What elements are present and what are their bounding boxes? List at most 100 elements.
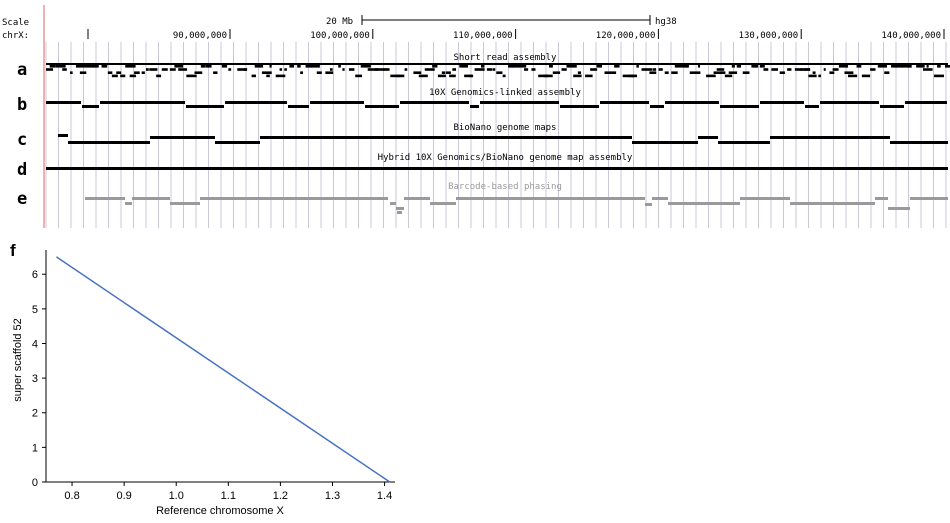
panel-letter-f: f [10,241,16,260]
scaffold [665,101,719,104]
contig [751,65,757,68]
phase-block [397,211,402,214]
contig [145,68,149,71]
y-axis-label: super scaffold 52 [12,318,24,402]
track-title: 10X Genomics-linked assembly [429,88,581,98]
contig [698,65,701,68]
contig [355,74,362,78]
contig [111,74,118,78]
contig [900,65,912,68]
contig [92,65,99,68]
contig [832,68,839,71]
phase-block [875,197,888,200]
scaffold [720,105,759,108]
contig [213,71,218,74]
phase-block [85,197,125,200]
contig [787,68,792,71]
contig [221,65,228,68]
contig [847,74,858,78]
plot-svg: f 0.8 0.9 1.0 1.1 1.2 1.3 1.4 0 1 2 3 4 5 6 Reference… [10,241,395,517]
contig [254,65,264,68]
phase-block [125,202,132,205]
contig [62,68,67,71]
contig [829,71,835,74]
contig [396,74,405,78]
contig [69,71,73,74]
contig [338,65,341,68]
contig [116,71,122,74]
contig [390,74,401,78]
tracks: a Short read assembly b 10X Genomics-linked… [17,53,950,214]
contig [243,68,247,71]
scaffold [225,101,287,104]
scaffold [288,105,309,108]
track-title: Barcode-based phasing [448,182,562,192]
contig [178,68,188,71]
contig [716,68,725,71]
contig [492,68,496,71]
contig [449,74,456,78]
axis-tick-label: 120,000,000 [596,31,656,41]
assembly-label: hg38 [655,17,677,27]
y-tick-label: 1 [32,442,38,454]
contig [480,65,485,68]
phase-block [668,202,740,205]
plot-axes: 0.8 0.9 1.0 1.1 1.2 1.3 1.4 0 1 2 3 4 5 6 [32,250,395,502]
contig [884,71,890,74]
contig [590,68,598,71]
contig [279,68,283,71]
contig [754,65,759,68]
x-tick-label: 0.9 [116,490,131,502]
contig [628,74,635,78]
contig [251,74,256,78]
contig [896,65,904,68]
contig [724,74,733,78]
scaffold [805,105,819,108]
y-tick-label: 2 [32,408,38,420]
track-letter: a [17,60,27,80]
x-axis-label: Reference chromosome X [156,505,284,517]
contig [107,71,113,74]
phase-block [170,202,200,205]
contig [566,65,577,68]
axis-tick-label: 110,000,000 [453,31,513,41]
y-tick-label: 4 [32,338,38,350]
contig [446,71,451,74]
contig [200,65,206,68]
contig [269,65,272,68]
genome-map [58,134,68,137]
contig [266,74,270,78]
contig [771,68,779,71]
scaffold-alignment-plot: f 0.8 0.9 1.0 1.1 1.2 1.3 1.4 0 1 2 3 4 5 6 Reference… [0,236,420,519]
scale-bar-text: 20 Mb [326,17,353,27]
contig [641,68,653,71]
x-tick-label: 1.3 [325,490,340,502]
genome-map [150,136,215,139]
series-line [55,256,391,483]
scaffold [880,105,904,108]
y-tick-label: 3 [32,373,38,385]
genome-map [260,136,632,139]
phase-block [740,197,790,200]
contig [763,68,769,71]
contig [129,74,136,78]
contig [779,71,785,74]
contig [856,65,862,68]
track-title: Hybrid 10X Genomics/BioNano genome map a… [378,153,633,163]
contig [689,71,701,74]
contig [538,74,549,78]
contig [101,65,108,68]
contig [75,65,84,68]
contig [652,68,657,71]
track-d: d Hybrid 10X Genomics/BioNano genome map … [17,153,948,180]
contig [631,74,638,78]
contig [300,71,303,74]
contig [713,71,724,74]
contig [134,71,140,74]
contig [577,71,582,74]
contig [844,71,854,74]
contig [125,65,136,68]
contig [604,71,612,74]
contig [585,74,593,78]
genome-map [718,141,770,144]
